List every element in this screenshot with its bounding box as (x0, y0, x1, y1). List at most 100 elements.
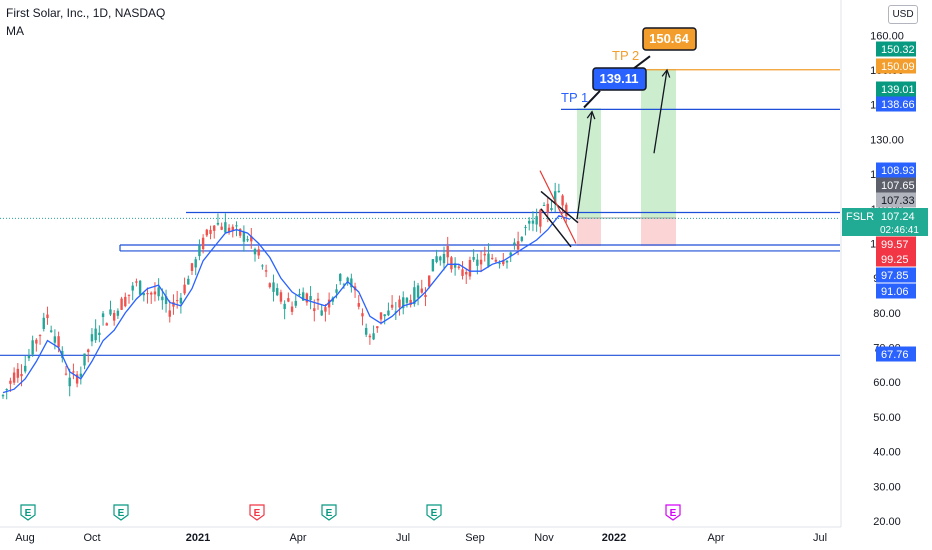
candle-body (550, 207, 553, 211)
candle-body (305, 293, 309, 303)
candle-body (364, 327, 368, 335)
candle-body (431, 259, 435, 272)
candle-body (290, 306, 294, 312)
price-axis-label-bg (876, 162, 916, 178)
candle-body (439, 256, 442, 261)
candle-body (57, 336, 60, 348)
candle-body (313, 308, 316, 312)
earnings-marker[interactable] (113, 504, 129, 521)
candle-body (94, 328, 97, 341)
earnings-marker-label: E (118, 508, 125, 519)
tp1-profit-zone (577, 108, 601, 219)
tp1-callout-value: 139.11 (599, 71, 638, 86)
price-axis-label: 107.65 (881, 180, 915, 192)
x-tick-label: Nov (534, 532, 554, 544)
candle-body (227, 227, 231, 233)
candle-body (79, 373, 83, 377)
candle-body (339, 273, 342, 282)
candle-body (235, 225, 238, 227)
candle-body (405, 297, 409, 303)
candle-body (20, 373, 23, 377)
candle-body (116, 310, 120, 316)
candle-body (327, 299, 331, 308)
candle-body (453, 263, 457, 268)
earnings-marker-label: E (670, 508, 677, 519)
price-axis-label: 107.33 (881, 195, 915, 207)
candle-body (190, 263, 194, 271)
price-axis-label: 139.01 (881, 84, 915, 96)
candle-body (502, 260, 505, 265)
indicator-label[interactable]: MA (6, 24, 24, 38)
tp1-label: TP 1 (561, 90, 588, 105)
candle-body (565, 204, 568, 217)
candle-body (513, 242, 516, 245)
candle-body (479, 259, 483, 265)
candle-body (120, 298, 123, 310)
candle-body (498, 263, 501, 265)
candle-body (153, 291, 157, 295)
candle-body (298, 293, 301, 296)
tp1-arrow (576, 111, 593, 220)
price-axis-label-bg (876, 267, 916, 283)
candle-body (324, 307, 327, 312)
currency-selector[interactable]: USD (888, 5, 918, 24)
candle-body (220, 226, 223, 230)
candle-body (553, 191, 557, 204)
earnings-marker[interactable] (665, 504, 681, 521)
earnings-marker-label: E (431, 508, 438, 519)
candle-body (53, 336, 57, 343)
tp2-loss-zone (641, 218, 676, 247)
candle-body (450, 257, 453, 270)
tp2-callout-box (642, 27, 697, 51)
candle-body (127, 294, 131, 296)
candle-body (179, 297, 183, 304)
y-tick-label: 40.00 (873, 447, 901, 459)
candle-body (316, 298, 320, 301)
candle-body (105, 323, 108, 326)
candle-body (361, 313, 364, 317)
candle-body (413, 287, 416, 305)
candle-body (238, 228, 242, 236)
price-axis-label: 150.09 (881, 61, 915, 73)
price-axis-label-bg (876, 58, 916, 74)
candle-body (424, 294, 427, 298)
x-tick-label: Apr (707, 532, 724, 544)
price-axis-label-bg (876, 192, 916, 208)
candle-body (224, 222, 227, 233)
earnings-marker[interactable] (321, 504, 337, 521)
price-axis-label: 91.06 (881, 286, 909, 298)
candle-body (402, 297, 405, 309)
candle-body (164, 296, 168, 304)
earnings-marker[interactable] (20, 504, 36, 521)
candle-body (161, 296, 164, 301)
candle-body (520, 236, 524, 241)
candle-body (183, 284, 186, 294)
candle-body (83, 353, 86, 366)
tp1-callout-pointer (583, 90, 601, 109)
candle-body (138, 280, 142, 295)
candle-body (150, 292, 153, 295)
candle-body (213, 225, 216, 231)
tp2-arrow (653, 69, 668, 154)
candle-body (379, 312, 383, 320)
candle-body (539, 209, 542, 227)
flag-line-red (539, 170, 577, 244)
candle-body (31, 340, 34, 355)
tp2-arrow-head (661, 68, 671, 78)
price-axis-label-bg (876, 177, 916, 193)
candle-body (531, 220, 535, 224)
earnings-marker-label: E (326, 508, 333, 519)
candle-body (346, 277, 349, 282)
earnings-marker[interactable] (249, 504, 265, 521)
candle-body (390, 304, 394, 308)
candle-body (246, 239, 249, 241)
candle-body (35, 339, 38, 344)
candle-body (38, 335, 42, 337)
price-axis-label-bg (876, 81, 916, 97)
candle-body (561, 195, 564, 206)
earnings-marker[interactable] (426, 504, 442, 521)
tp1-callout-box (592, 67, 647, 91)
x-tick-label: Oct (83, 532, 100, 544)
candle-body (283, 303, 286, 310)
